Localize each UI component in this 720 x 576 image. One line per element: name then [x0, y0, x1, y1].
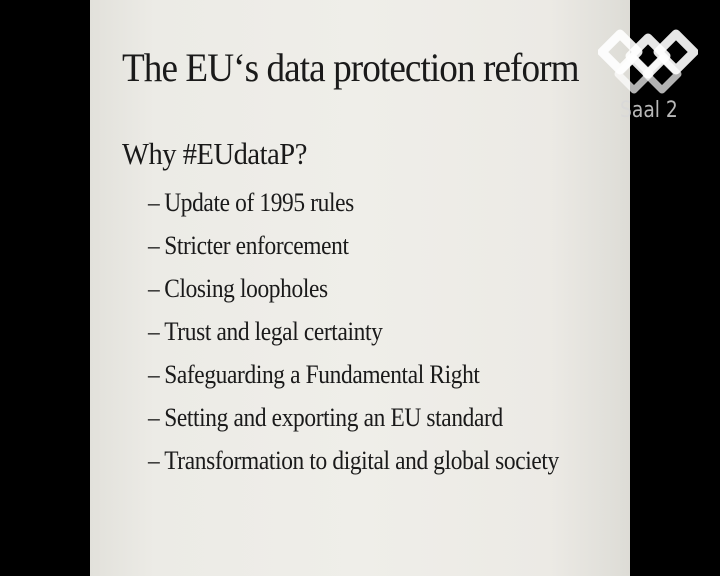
bullet-dash: – — [148, 446, 160, 475]
list-item: – Closing loopholes — [148, 270, 559, 313]
bullet-list: – Update of 1995 rules – Stricter enforcem… — [148, 184, 605, 485]
bullet-dash: – — [148, 317, 160, 346]
list-item: – Transformation to digital and global so… — [148, 442, 559, 485]
bullet-text: Closing loopholes — [164, 274, 328, 303]
list-item: – Update of 1995 rules — [148, 184, 559, 227]
list-item: – Setting and exporting an EU standard — [148, 399, 559, 442]
list-item: – Stricter enforcement — [148, 227, 559, 270]
bullet-text: Setting and exporting an EU standard — [164, 403, 503, 432]
bullet-text: Safeguarding a Fundamental Right — [164, 360, 480, 389]
bullet-dash: – — [148, 360, 160, 389]
bullet-text: Stricter enforcement — [164, 231, 349, 260]
bullet-text: Transformation to digital and global soc… — [164, 446, 559, 475]
list-item: – Trust and legal certainty — [148, 313, 559, 356]
bullet-dash: – — [148, 403, 160, 432]
bullet-dash: – — [148, 231, 160, 260]
bullet-dash: – — [148, 188, 160, 217]
presentation-slide: The EU‘s data protection reform Why #EUd… — [90, 0, 630, 576]
slide-title: The EU‘s data protection reform — [122, 45, 580, 90]
bullet-dash: – — [148, 274, 160, 303]
bullet-text: Update of 1995 rules — [164, 188, 354, 217]
channel-logo-icon — [598, 29, 698, 94]
list-item: – Safeguarding a Fundamental Right — [148, 356, 559, 399]
bullet-text: Trust and legal certainty — [164, 317, 383, 346]
section-heading: Why #EUdataP? — [122, 136, 307, 171]
channel-label: Saal 2 — [620, 98, 678, 123]
